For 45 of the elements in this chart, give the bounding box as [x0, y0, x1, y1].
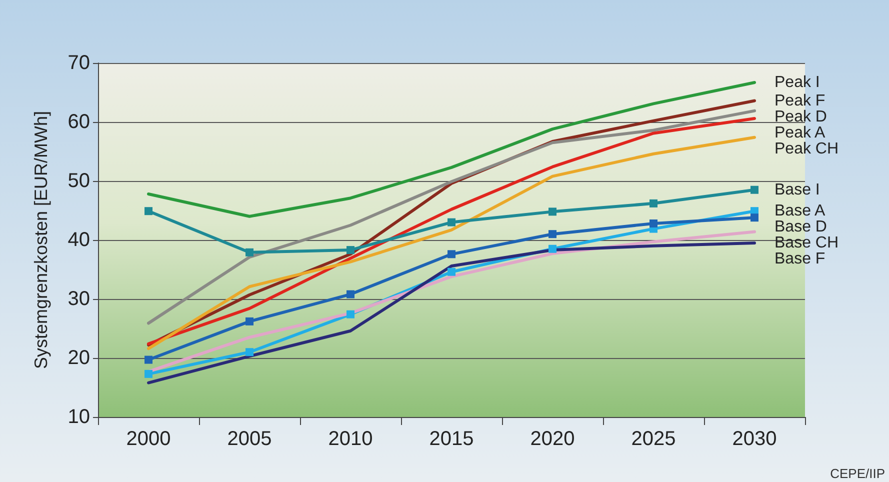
y-tick-label: 60 — [68, 111, 90, 133]
point — [246, 348, 254, 356]
point — [246, 248, 254, 256]
x-tick-label: 2030 — [732, 428, 777, 450]
y-tick-label: 70 — [68, 52, 90, 74]
series-label: Peak I — [774, 74, 820, 91]
point — [650, 219, 658, 228]
point — [650, 199, 658, 208]
y-tick-label: 40 — [68, 229, 90, 251]
y-axis-title: Systemgrenzkosten [EUR/MWh] — [31, 110, 51, 370]
x-tick-label: 2020 — [530, 428, 575, 450]
point — [750, 214, 758, 222]
series-label: Peak CH — [774, 140, 839, 158]
point — [448, 218, 456, 226]
point — [548, 230, 556, 238]
point — [548, 244, 556, 253]
line-series — [147, 80, 756, 218]
x-tick-label: 2025 — [631, 428, 676, 450]
y-tick-label: 10 — [68, 406, 90, 428]
point — [346, 246, 354, 254]
y-tick-label: 30 — [68, 288, 90, 310]
series-label: Base I — [774, 181, 820, 198]
x-tick-label: 2000 — [126, 428, 171, 450]
x-tick-label: 2010 — [328, 428, 373, 450]
y-tick-label: 20 — [68, 347, 90, 369]
series-label: Peak D — [774, 108, 827, 126]
series-label: Peak F — [774, 92, 826, 110]
point — [346, 310, 354, 318]
point — [750, 186, 758, 194]
text: CEPE/IIP — [830, 466, 886, 481]
x-tick-label: 2005 — [227, 428, 272, 450]
y-tick-label: 50 — [68, 170, 90, 192]
point — [144, 207, 152, 216]
series-label: Peak A — [774, 124, 826, 142]
series-label: Base F — [774, 250, 826, 268]
point — [448, 268, 456, 276]
series-label: Base A — [774, 202, 826, 220]
point — [246, 317, 254, 326]
point — [144, 370, 152, 378]
x-tick-label: 2015 — [429, 428, 474, 450]
point — [346, 290, 354, 298]
point — [144, 356, 152, 364]
point — [448, 250, 456, 258]
point — [548, 208, 556, 216]
series-label: Base D — [774, 218, 827, 236]
